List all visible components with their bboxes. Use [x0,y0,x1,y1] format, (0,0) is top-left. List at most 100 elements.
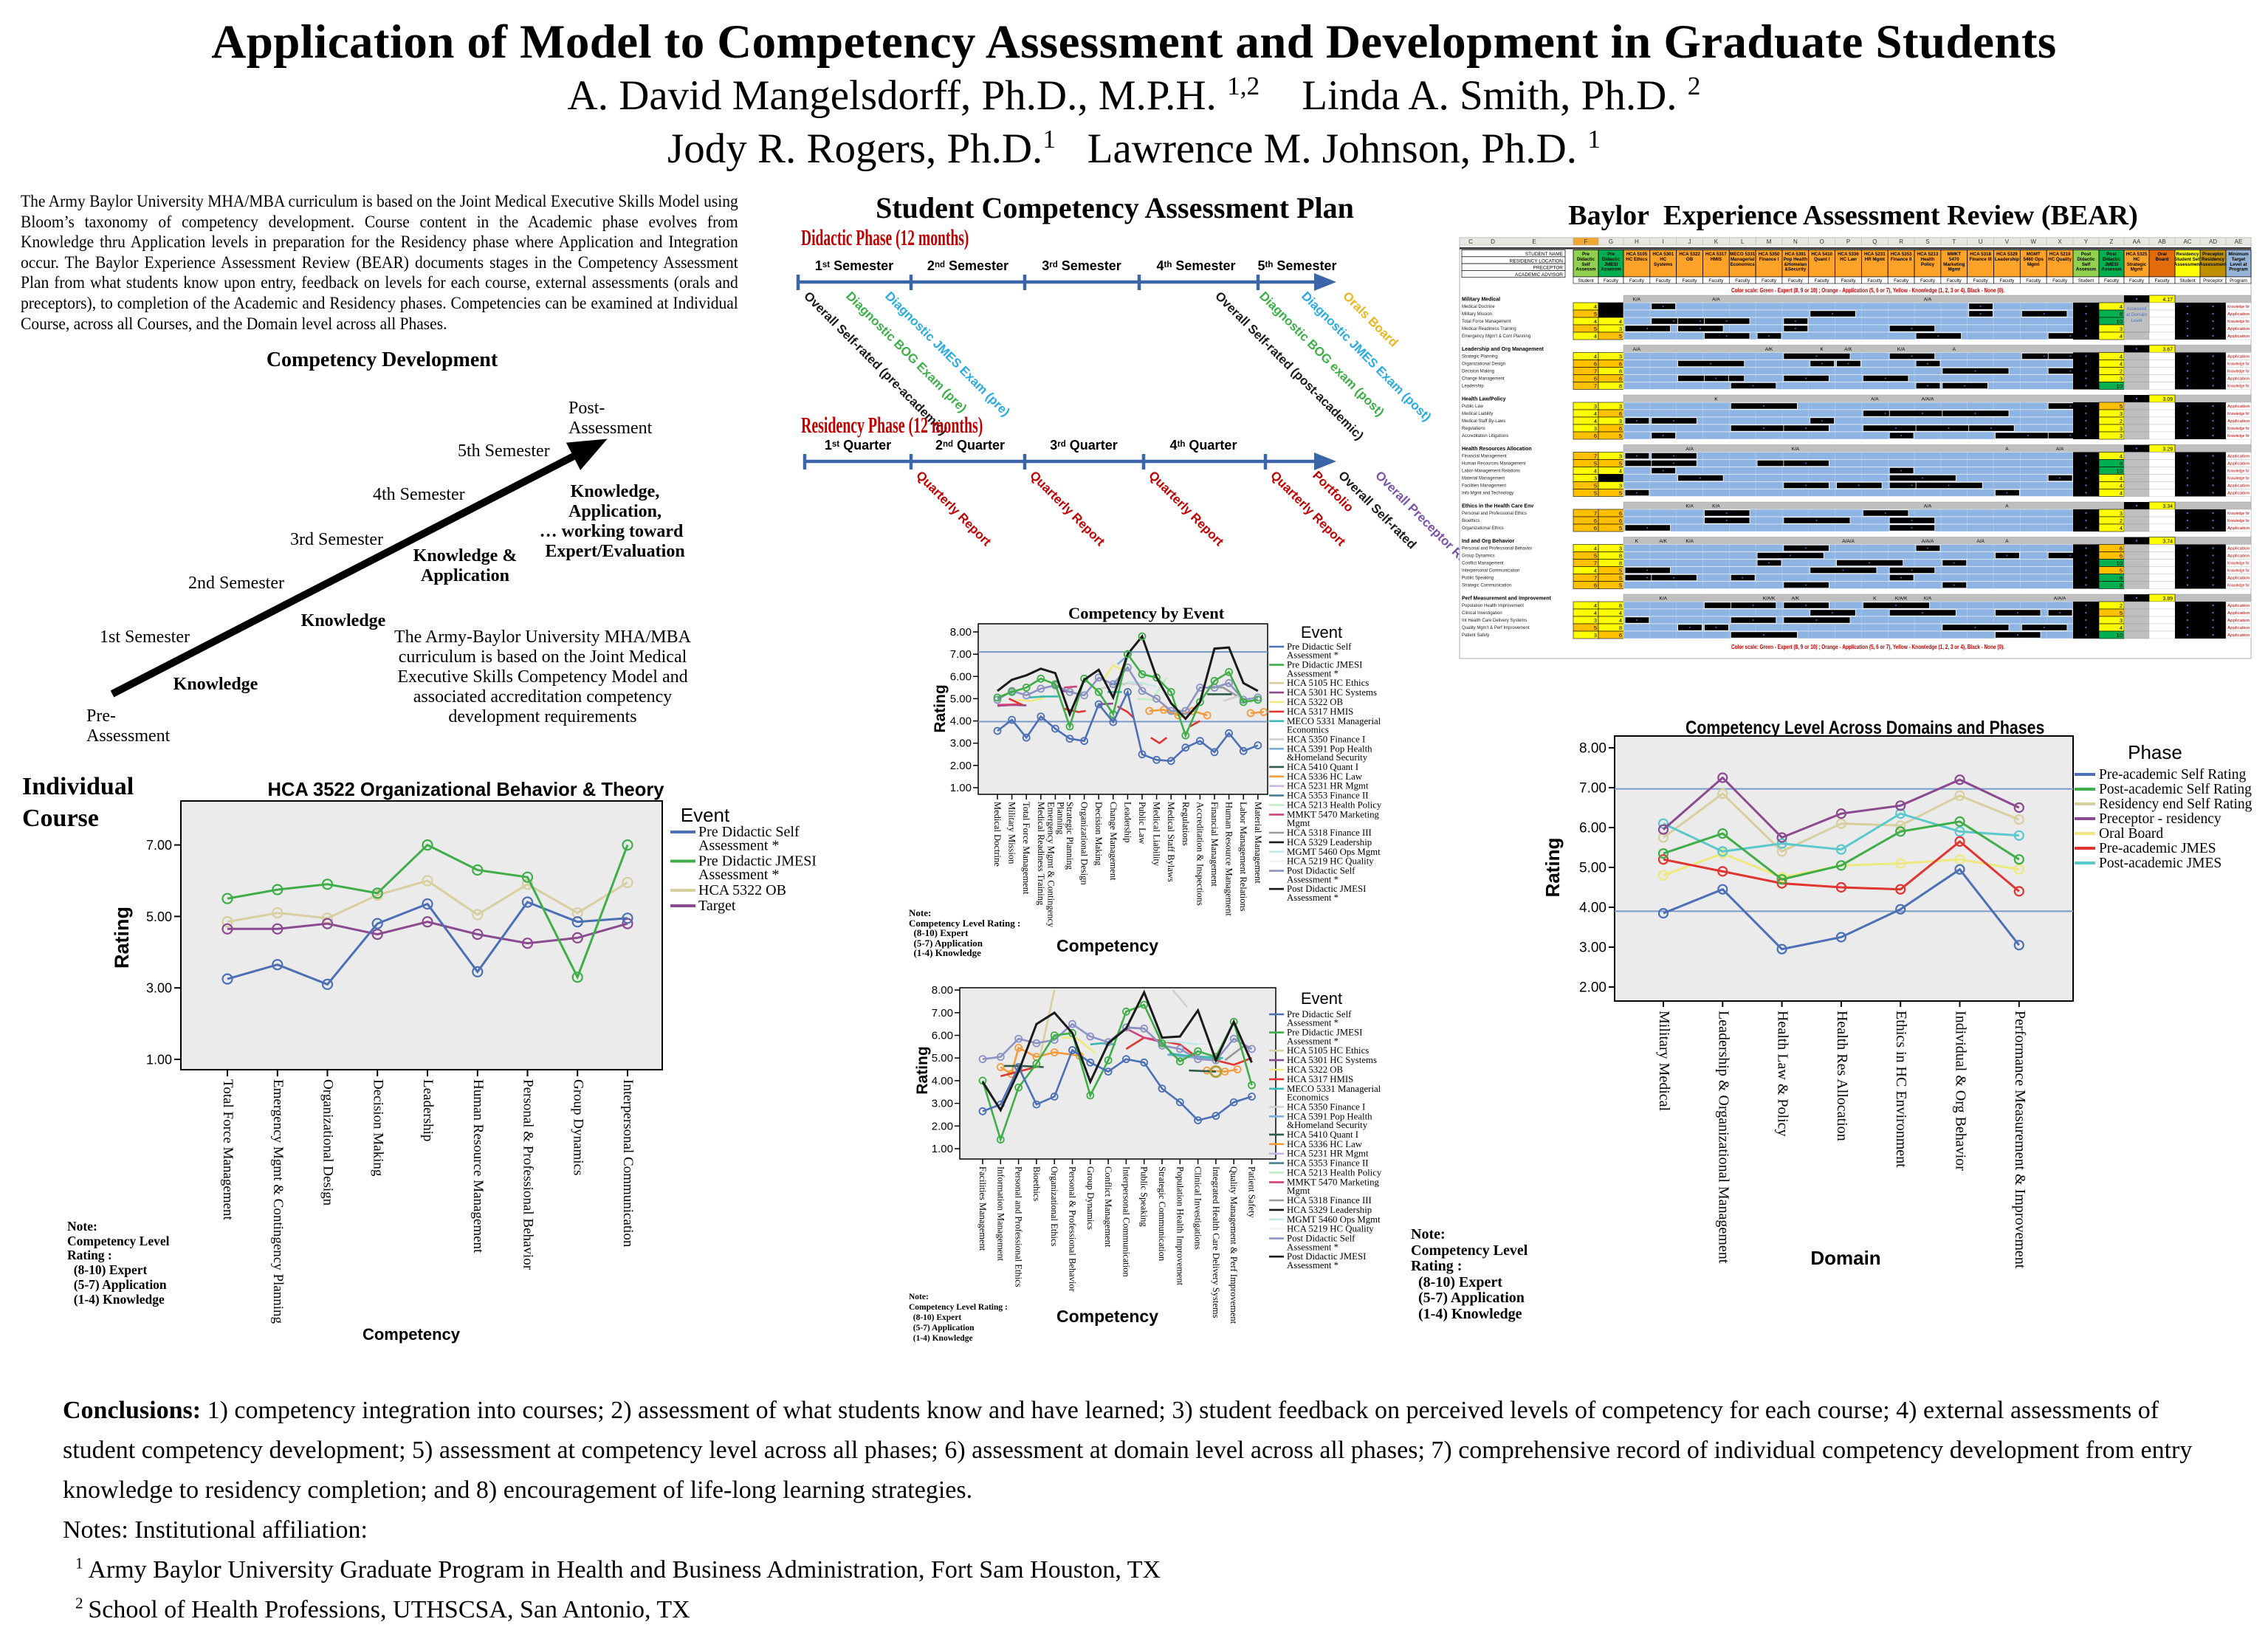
svg-text:6: 6 [1594,433,1597,439]
svg-text:HCA 5219 HC Quality: HCA 5219 HC Quality [1287,856,1374,867]
svg-text:Assessment: Assessment [2174,262,2201,267]
svg-text:HCA 5353 Finance II: HCA 5353 Finance II [1287,1158,1369,1169]
svg-text:Health Res Allocation: Health Res Allocation [1834,1011,1850,1141]
svg-text:Pre: Pre [1582,252,1590,257]
svg-text:K/A: K/A [1712,504,1720,509]
svg-text:Application: Application [2227,554,2250,559]
svg-text:Knowledge for: Knowledge for [2227,370,2250,374]
svg-text:Strategic Planning: Strategic Planning [1065,802,1075,870]
svg-text:HCA 5301 HC Systems: HCA 5301 HC Systems [1287,687,1377,698]
svg-text:Marketing: Marketing [1943,262,1965,267]
svg-text:5: 5 [1619,333,1622,340]
svg-text:Regulations: Regulations [1462,427,1485,431]
svg-text:Policy: Policy [1921,262,1935,267]
svg-text:Faculty: Faculty [1920,278,1936,283]
svg-text:Health: Health [1921,257,1935,262]
svg-text:Quant I: Quant I [1814,257,1830,262]
svg-text:STUDENT NAME: STUDENT NAME [1525,252,1564,257]
svg-text:HCA 5219 HC Quality: HCA 5219 HC Quality [1287,1224,1374,1234]
svg-text:Preceptor: Preceptor [2202,252,2224,257]
svg-text:Assessment: Assessment [86,726,171,746]
svg-text:5: 5 [1594,483,1597,489]
svg-text:Decision Making: Decision Making [1462,370,1494,374]
svg-text:HCA 5213 Health Policy: HCA 5213 Health Policy [1287,800,1382,811]
svg-text:&Homeland Security: &Homeland Security [1287,752,1368,763]
svg-text:HMIS: HMIS [1711,257,1722,262]
svg-text:HCA 5336 HC Law: HCA 5336 HC Law [1287,771,1363,782]
svg-text:Preceptor: Preceptor [2203,278,2223,283]
svg-text:V: V [2005,238,2010,245]
svg-text:K/A: K/A [1659,596,1667,602]
svg-text:4: 4 [1619,468,1622,475]
svg-text:Level at: Level at [2230,262,2247,267]
svg-text:Color scale: Green - Expert (8: Color scale: Green - Expert (8, 9 or 10)… [1731,287,2004,294]
svg-text:HCA 5350 Finance I: HCA 5350 Finance I [1287,734,1365,744]
svg-text:Post Didactic JMESI: Post Didactic JMESI [1287,1251,1366,1262]
svg-text:HCA 5322: HCA 5322 [1679,252,1700,257]
svg-text:E: E [1532,238,1536,245]
svg-text:Bioethics: Bioethics [1031,1166,1042,1201]
svg-text:A/K: A/K [1765,347,1773,352]
svg-text:HCA 5391 Pop Health: HCA 5391 Pop Health [1287,1111,1372,1121]
svg-text:5: 5 [2120,610,2123,616]
svg-text:I: I [1663,238,1664,245]
svg-text:N: N [1793,238,1798,245]
svg-text:Total Force Management: Total Force Management [220,1079,236,1220]
svg-text:HCA 5353 Finance II: HCA 5353 Finance II [1287,791,1369,801]
svg-text:Post Didactic Self: Post Didactic Self [1287,866,1355,876]
svg-text:7: 7 [1594,575,1597,582]
svg-text:Pre Didactic JMESI: Pre Didactic JMESI [1287,660,1362,670]
svg-text:Z: Z [2110,238,2114,245]
svg-text:Domain: Domain [1810,1247,1880,1269]
svg-text:HCA 5322 OB: HCA 5322 OB [1287,697,1343,707]
svg-text:Personal and Professional Ethi: Personal and Professional Ethics [1462,512,1527,516]
svg-text:3rd Semester: 3rd Semester [1042,258,1121,273]
svg-text:Knowledge for: Knowledge for [2227,562,2250,566]
svg-text:Application: Application [2227,377,2250,382]
svg-text:Regulations: Regulations [1181,802,1191,846]
svg-text:3: 3 [2120,376,2123,382]
svg-text:7.00: 7.00 [146,838,172,853]
svg-text:Int Health Care Delivery Syste: Int Health Care Delivery Systems [1462,619,1527,623]
svg-text:1.00: 1.00 [932,1143,953,1155]
svg-text:S: S [1925,238,1929,245]
svg-text:Assessed: Assessed [2127,306,2147,312]
svg-text:Assessment *: Assessment * [1287,874,1339,884]
svg-text:4.00: 4.00 [950,715,972,728]
svg-text:Faculty: Faculty [1788,278,1804,283]
svg-text:6: 6 [1619,376,1622,382]
svg-text:Medical Liability: Medical Liability [1152,802,1162,867]
svg-text:6.00: 6.00 [932,1030,953,1042]
svg-text:O: O [1820,238,1824,245]
svg-text:Integrated Health Care Deliver: Integrated Health Care Delivery Systems [1211,1166,1221,1318]
svg-text:Quarterly Report: Quarterly Report [1268,468,1348,549]
svg-text:4: 4 [1619,610,1622,616]
svg-text:7.00: 7.00 [950,648,972,661]
svg-text:OB: OB [1686,257,1694,262]
svg-text:3.29: 3.29 [2162,447,2173,453]
svg-text:Economics: Economics [1287,725,1329,735]
svg-text:5.00: 5.00 [1579,861,1606,876]
svg-text:4: 4 [2120,354,2123,360]
svg-text:2: 2 [2120,368,2123,375]
svg-text:A/A: A/A [1712,298,1720,303]
svg-text:Human Resources Management: Human Resources Management [1462,462,1526,467]
svg-text:Group Dynamics: Group Dynamics [570,1079,585,1175]
svg-text:Labor-Management Relations: Labor-Management Relations [1462,470,1520,474]
svg-text:Application,: Application, [568,502,662,521]
svg-text:A/A: A/A [1685,447,1694,452]
svg-text:Assessm: Assessm [1575,267,1596,272]
svg-text:Leadership: Leadership [420,1079,436,1141]
svg-text:Health Law & Policy: Health Law & Policy [1775,1011,1791,1137]
svg-text:HCA 5105 HC Ethics: HCA 5105 HC Ethics [1287,1045,1369,1056]
svg-text:Accreditation & Inspections: Accreditation & Inspections [1195,802,1205,906]
svg-text:6: 6 [1619,410,1622,417]
svg-text:5: 5 [1619,433,1622,439]
svg-text:Knowledge &: Knowledge & [413,546,518,565]
svg-text:Info Mgmt and Technology: Info Mgmt and Technology [1462,492,1513,496]
svg-text:6: 6 [1594,525,1597,532]
svg-text:4: 4 [1594,354,1597,360]
svg-text:Personal and Professional Ethi: Personal and Professional Ethics [1014,1166,1024,1287]
svg-text:5: 5 [1594,490,1597,497]
svg-text:5: 5 [1619,461,1622,467]
